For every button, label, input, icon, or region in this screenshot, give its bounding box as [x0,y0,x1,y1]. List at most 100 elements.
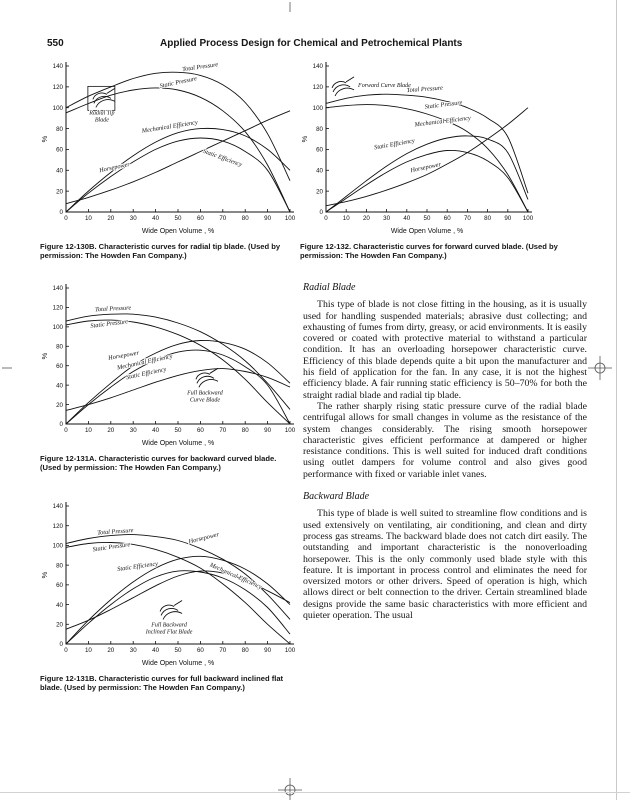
series-static-pressure [65,87,291,213]
x-tick-label: 20 [107,215,114,222]
x-tick-label: 80 [242,427,249,434]
y-tick-label: 0 [60,421,64,428]
y-tick-label: 80 [56,343,63,350]
x-tick-label: 60 [197,647,204,654]
x-tick-label: 0 [324,215,328,222]
x-tick-label: 80 [484,215,491,222]
series-static-pressure [65,319,291,425]
x-tick-label: 80 [242,647,249,654]
x-tick-label: 100 [285,427,296,434]
y-tick-label: 80 [56,126,63,133]
y-tick-label: 40 [56,602,63,609]
figure-caption-12-130B: Figure 12-130B. Characteristic curves fo… [40,242,281,261]
axes [65,284,294,425]
x-tick-label: 30 [130,215,137,222]
y-tick-label: 60 [56,582,63,589]
curve-label: Mechanical Efficiency [413,115,471,129]
x-tick-label: 20 [107,427,114,434]
curve-label: Total Pressure [97,527,134,537]
section-heading-radial-blade: Radial Blade [303,282,356,293]
x-axis-label: Wide Open Volume , % [142,228,214,235]
page-scan-edge-right [616,0,617,800]
y-tick-label: 80 [316,126,323,133]
x-tick-label: 10 [85,647,92,654]
registration-mark-top [289,2,291,12]
y-tick-label: 40 [316,167,323,174]
x-tick-label: 30 [383,215,390,222]
y-tick-label: 140 [53,285,64,292]
y-tick-label: 20 [56,402,63,409]
series-static-efficiency [65,137,291,213]
x-tick-label: 40 [152,427,159,434]
y-tick-label: 60 [316,147,323,154]
chart-backward-inclined-flat-blade: 0 20 40 60 80 100 120 140 0 10 20 30 40 50 60 70 80 90 100… [40,502,296,667]
series-horsepower [65,368,291,411]
x-tick-label: 50 [175,215,182,222]
page-scan-edge-bottom [0,792,630,793]
y-tick-label: 140 [313,63,324,70]
blade-label: Full Backward [186,390,224,396]
running-header-title: Applied Process Design for Chemical and … [160,38,463,49]
y-tick-label: 100 [53,324,64,331]
curve-label: Total Pressure [406,85,443,95]
blade-icon [159,600,183,620]
series-static-pressure [65,541,291,645]
y-axis-label: % [40,352,49,359]
series-static-pressure [325,104,529,213]
y-tick-label: 60 [56,147,63,154]
x-tick-label: 90 [264,427,271,434]
series-static-efficiency [325,149,529,213]
x-tick-label: 70 [219,215,226,222]
series-horsepower [325,107,529,207]
x-tick-label: 40 [403,215,410,222]
y-axis-label: % [40,135,49,142]
y-tick-label: 20 [56,188,63,195]
x-tick-label: 10 [85,427,92,434]
blade-icon [92,87,116,108]
x-tick-label: 90 [264,647,271,654]
figure-caption-12-132: Figure 12-132. Characteristic curves for… [300,242,558,261]
x-tick-label: 60 [197,215,204,222]
y-tick-label: 0 [320,209,324,216]
curve-label: Static Pressure [159,75,198,90]
blade-icon [195,367,219,388]
blade-icon-box [87,85,116,111]
y-tick-label: 40 [56,382,63,389]
x-tick-label: 50 [175,647,182,654]
figure-12-132: 0 20 40 60 80 100 120 140 0 10 20 30 40 50 60 70 80 90 100… [300,56,572,261]
y-tick-label: 120 [53,84,64,91]
curve-label: Horsepower [187,531,220,546]
curve-label: Static Efficiency [117,560,159,573]
curve-label: Static Efficiency [374,137,416,151]
x-tick-label: 90 [504,215,511,222]
series-mechanical-efficiency [325,135,529,213]
y-tick-label: 20 [316,188,323,195]
x-tick-label: 40 [152,215,159,222]
y-tick-label: 0 [60,641,64,648]
paragraph-radial-1: This type of blade is not close fitting … [303,299,587,401]
section-heading-backward-blade: Backward Blade [303,491,370,503]
curve-label: Horsepower [409,161,442,175]
x-tick-label: 0 [64,215,68,222]
blade-label: Inclined Flat Blade [145,629,193,635]
series-total-pressure [65,534,291,620]
series-mechanical-efficiency [65,555,291,645]
series-mechanical-efficiency [65,339,291,425]
y-tick-label: 140 [53,63,64,70]
series-static-efficiency [65,570,291,645]
page-number: 550 [47,38,64,49]
curve-label: Mechanical Efficiency [140,119,198,135]
curve-label: Total Pressure [95,304,132,313]
figure-12-131A: 0 20 40 60 80 100 120 140 0 10 20 30 40 50 60 70 80 90 100… [40,278,298,473]
blade-label: Blade [95,117,109,123]
blade-label: Radial Tip [88,110,114,116]
y-tick-label: 140 [53,503,64,510]
series-horsepower [65,110,291,205]
paragraph-radial-2: The rather sharply rising static pressur… [303,400,587,480]
x-tick-label: 20 [363,215,370,222]
x-tick-label: 0 [64,647,68,654]
y-tick-label: 0 [60,209,64,216]
curve-label: Static Efficiency [202,148,243,169]
x-tick-label: 60 [197,427,204,434]
